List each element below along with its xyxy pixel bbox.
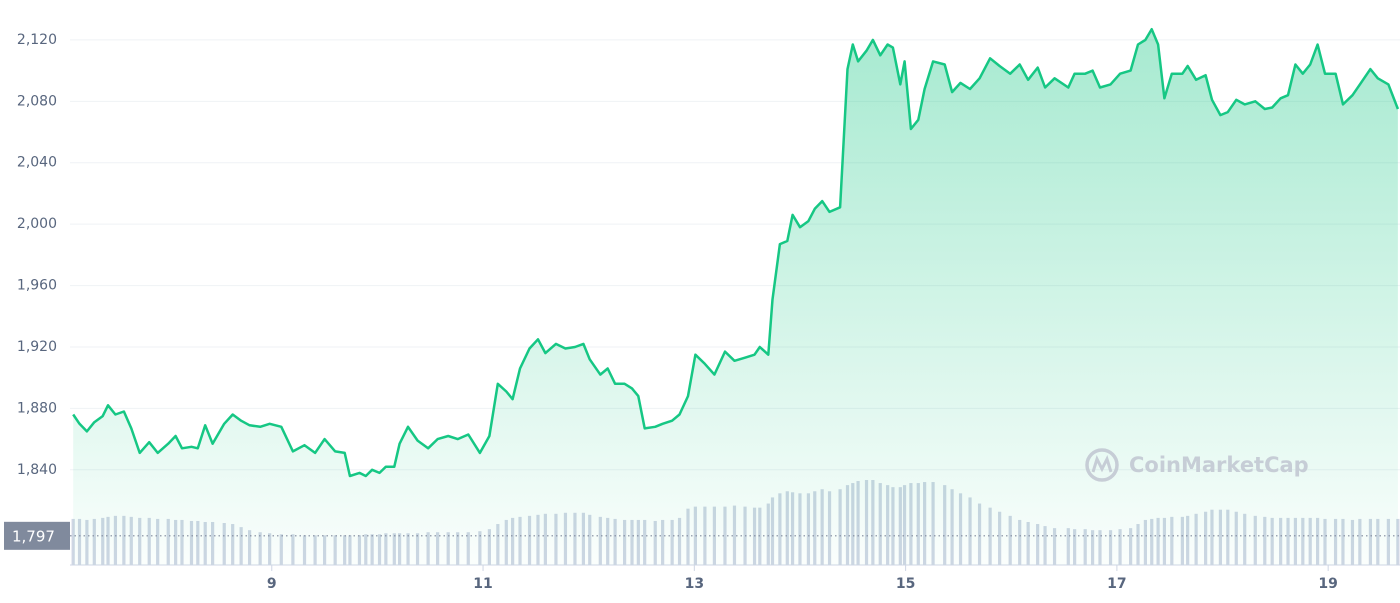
price-area	[73, 29, 1398, 565]
x-tick-label: 15	[896, 576, 915, 592]
x-tick-label: 9	[267, 576, 277, 592]
y-tick-label: 2,080	[17, 93, 57, 109]
price-line	[72, 27, 1400, 478]
y-tick-label: 1,880	[17, 400, 57, 416]
y-tick-label: 1,920	[17, 339, 57, 355]
y-tick-label: 2,120	[17, 32, 57, 48]
watermark-text: CoinMarketCap	[1129, 453, 1309, 477]
y-tick-label: 1,960	[17, 278, 57, 294]
x-tick-label: 11	[473, 576, 492, 592]
x-tick-label: 19	[1318, 576, 1337, 592]
y-tick-label: 2,000	[17, 216, 57, 232]
reference-label-box	[4, 521, 70, 550]
watermark-logo-mark	[1091, 454, 1113, 473]
x-tick-label: 17	[1107, 576, 1126, 592]
volume-bar	[71, 518, 75, 565]
reference-label: 1,797	[12, 527, 55, 545]
y-tick-label: 1,840	[17, 462, 57, 478]
x-tick-label: 13	[685, 576, 704, 592]
y-tick-label: 2,040	[17, 155, 57, 171]
watermark: CoinMarketCap	[1085, 448, 1309, 482]
watermark-logo	[1085, 448, 1119, 482]
